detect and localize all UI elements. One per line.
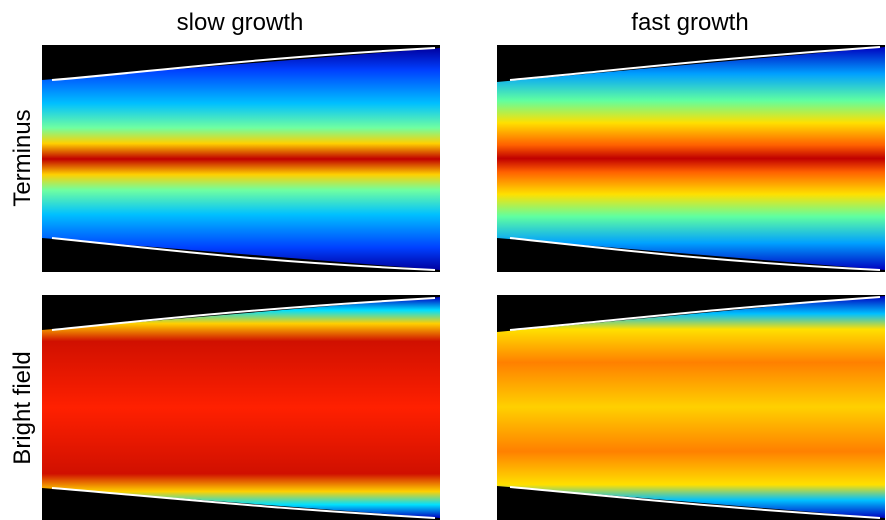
row-label: Bright field [9,351,36,464]
row-label: Terminus [9,109,36,206]
heatmap-panel [497,45,885,272]
heatmap-panel [42,45,440,272]
column-label: slow growth [177,9,304,36]
column-label: fast growth [631,9,748,36]
heatmap-panel [42,295,440,520]
heatmap-panel [497,295,885,520]
